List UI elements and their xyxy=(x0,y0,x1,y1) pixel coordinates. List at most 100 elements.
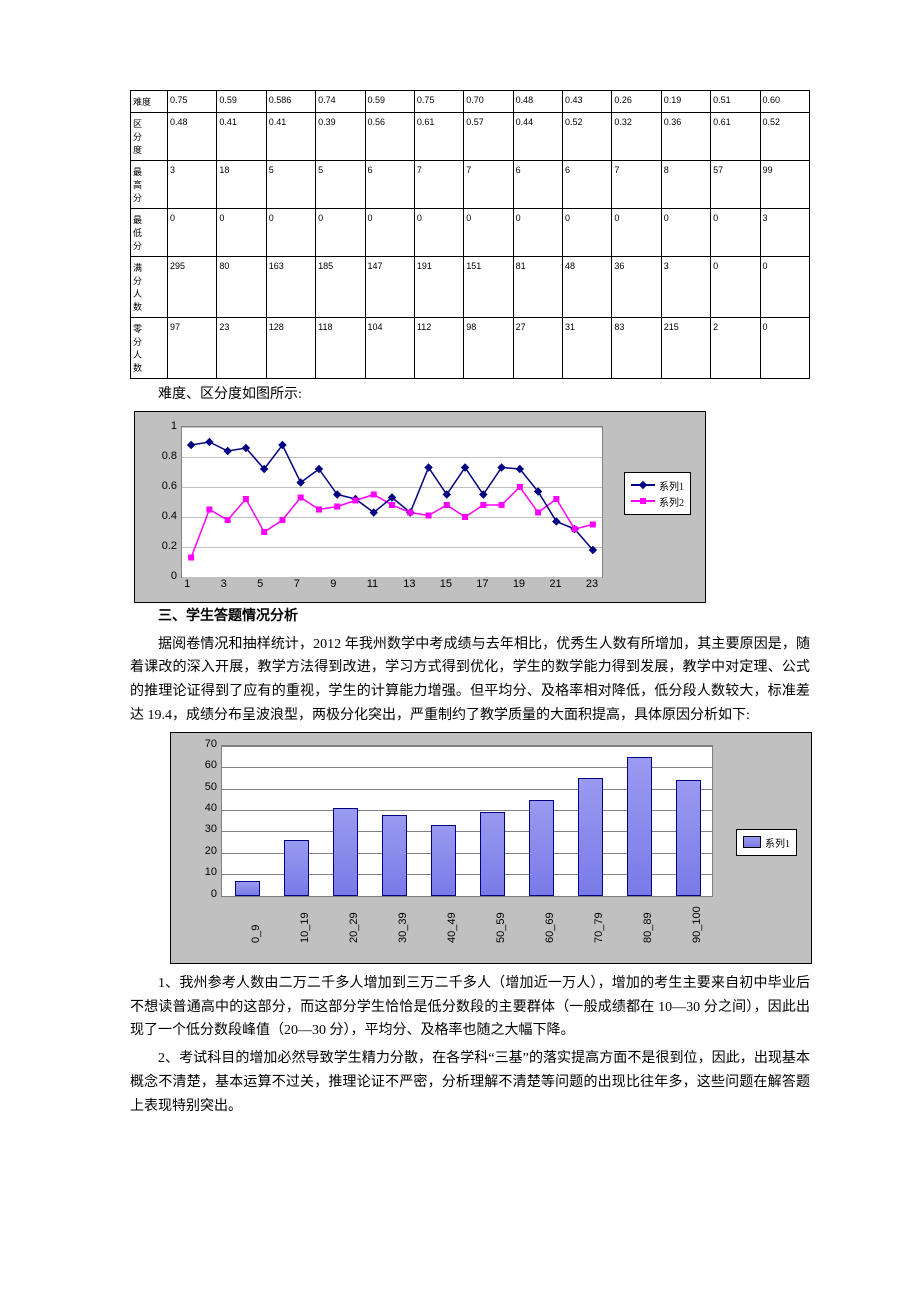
table-cell: 0.59 xyxy=(217,91,266,113)
bar xyxy=(235,881,259,896)
table-cell: 163 xyxy=(266,257,315,318)
table-cell: 0 xyxy=(168,209,217,257)
table-cell: 0.44 xyxy=(513,113,562,161)
table-cell: 5 xyxy=(266,161,315,209)
table-cell: 0.51 xyxy=(711,91,760,113)
line-chart: 00.20.40.60.81 1357911131517192123 系列1 系… xyxy=(134,411,706,603)
table-cell: 0 xyxy=(316,209,365,257)
bar-chart: 010203040506070 0_910_1920_2930_3940_495… xyxy=(170,732,812,964)
table-cell: 81 xyxy=(513,257,562,318)
table-cell: 6 xyxy=(513,161,562,209)
x-category-label: 40_49 xyxy=(446,912,458,943)
y-tick-label: 0.6 xyxy=(137,480,177,492)
bar xyxy=(676,780,700,896)
table-cell: 128 xyxy=(266,318,315,379)
table-cell: 0.48 xyxy=(513,91,562,113)
table-cell: 0 xyxy=(661,209,710,257)
table-cell: 0 xyxy=(266,209,315,257)
bar xyxy=(480,812,504,895)
table-cell: 0 xyxy=(414,209,463,257)
stats-table: 难度0.750.590.5860.740.590.750.700.480.430… xyxy=(130,90,810,379)
table-cell: 0.60 xyxy=(760,91,810,113)
y-tick-label: 60 xyxy=(191,759,217,771)
table-cell: 118 xyxy=(316,318,365,379)
y-tick-label: 10 xyxy=(191,866,217,878)
table-cell: 0.75 xyxy=(414,91,463,113)
bar-chart-legend: 系列1 xyxy=(736,829,797,856)
table-cell: 0.75 xyxy=(168,91,217,113)
table-cell: 6 xyxy=(365,161,414,209)
line-chart-legend: 系列1 系列2 xyxy=(624,472,691,515)
x-category-label: 80_89 xyxy=(642,912,654,943)
table-cell: 0.57 xyxy=(464,113,513,161)
bar xyxy=(333,808,357,896)
x-tick-label: 1 xyxy=(184,578,190,590)
bar xyxy=(529,800,553,896)
bar xyxy=(382,815,406,896)
table-cell: 0.41 xyxy=(217,113,266,161)
table-cell: 0 xyxy=(612,209,661,257)
y-tick-label: 30 xyxy=(191,823,217,835)
x-tick-label: 11 xyxy=(367,578,378,590)
table-cell: 0 xyxy=(760,318,810,379)
x-tick-label: 13 xyxy=(403,578,415,590)
y-tick-label: 20 xyxy=(191,845,217,857)
row-label: 难度 xyxy=(131,91,168,113)
table-cell: 3 xyxy=(661,257,710,318)
table-cell: 0 xyxy=(711,257,760,318)
table-cell: 18 xyxy=(217,161,266,209)
table-cell: 83 xyxy=(612,318,661,379)
y-tick-label: 0.8 xyxy=(137,450,177,462)
x-tick-label: 21 xyxy=(549,578,561,590)
table-cell: 97 xyxy=(168,318,217,379)
table-cell: 7 xyxy=(612,161,661,209)
table-cell: 0.36 xyxy=(661,113,710,161)
legend-series2: 系列2 xyxy=(659,494,684,509)
x-category-label: 30_39 xyxy=(397,912,409,943)
table-cell: 147 xyxy=(365,257,414,318)
x-category-label: 20_29 xyxy=(348,912,360,943)
table-cell: 31 xyxy=(563,318,612,379)
y-tick-label: 0.2 xyxy=(137,540,177,552)
table-cell: 215 xyxy=(661,318,710,379)
x-tick-label: 23 xyxy=(586,578,598,590)
table-cell: 0.41 xyxy=(266,113,315,161)
row-label: 零分人数 xyxy=(131,318,168,379)
table-cell: 48 xyxy=(563,257,612,318)
table-cell: 0.48 xyxy=(168,113,217,161)
x-category-label: 60_69 xyxy=(544,912,556,943)
bar xyxy=(627,757,651,896)
x-tick-label: 3 xyxy=(221,578,227,590)
table-cell: 0.39 xyxy=(316,113,365,161)
table-cell: 0 xyxy=(563,209,612,257)
y-tick-label: 0 xyxy=(191,888,217,900)
table-cell: 36 xyxy=(612,257,661,318)
table-cell: 5 xyxy=(316,161,365,209)
x-tick-label: 15 xyxy=(440,578,452,590)
table-cell: 6 xyxy=(563,161,612,209)
table-cell: 0 xyxy=(711,209,760,257)
table-cell: 57 xyxy=(711,161,760,209)
x-category-label: 90_100 xyxy=(691,906,703,943)
y-tick-label: 1 xyxy=(137,420,177,432)
table-cell: 0.59 xyxy=(365,91,414,113)
x-category-label: 70_79 xyxy=(593,912,605,943)
table-cell: 0.61 xyxy=(711,113,760,161)
y-tick-label: 40 xyxy=(191,802,217,814)
x-tick-label: 7 xyxy=(294,578,300,590)
y-tick-label: 50 xyxy=(191,781,217,793)
table-cell: 0.26 xyxy=(612,91,661,113)
table-cell: 104 xyxy=(365,318,414,379)
table-cell: 98 xyxy=(464,318,513,379)
row-label: 最低分 xyxy=(131,209,168,257)
paragraph-2: 1、我州参考人数由二万二千多人增加到三万二千多人（增加近一万人），增加的考生主要… xyxy=(130,972,810,1043)
table-cell: 0 xyxy=(365,209,414,257)
legend-series1: 系列1 xyxy=(659,478,684,493)
table-cell: 0.52 xyxy=(563,113,612,161)
table-cell: 80 xyxy=(217,257,266,318)
table-cell: 0.32 xyxy=(612,113,661,161)
bar xyxy=(578,778,602,896)
chart1-caption: 难度、区分度如图所示: xyxy=(130,383,810,407)
table-cell: 0.74 xyxy=(316,91,365,113)
table-cell: 0.70 xyxy=(464,91,513,113)
